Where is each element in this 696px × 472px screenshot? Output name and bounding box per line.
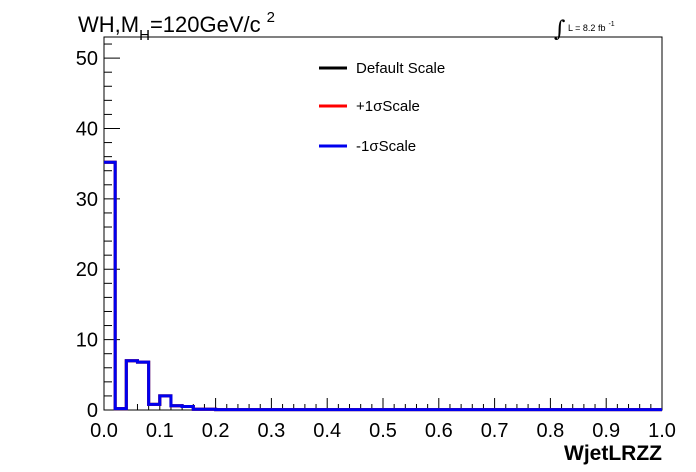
- x-tick-label: 0.6: [425, 420, 453, 442]
- y-tick-label: 40: [76, 118, 98, 140]
- x-tick-label: 0.8: [536, 420, 564, 442]
- x-axis-label: WjetLRZZ: [564, 442, 662, 465]
- legend-entry-0: Default Scale: [356, 60, 445, 77]
- x-tick-label: 0.5: [369, 420, 397, 442]
- lumi-label: L = 8.2 fb -1: [568, 21, 615, 33]
- title-superscript: 2: [267, 9, 275, 26]
- legend-entry-1: +1σScale: [356, 98, 420, 115]
- x-tick-label: 0.7: [481, 420, 509, 442]
- legend: Default Scale +1σScale -1σScale: [319, 60, 445, 155]
- plot-frame: [103, 36, 663, 411]
- legend-entry-2: -1σScale: [356, 138, 416, 155]
- x-tick-label: 0.0: [90, 420, 118, 442]
- y-tick-label: 50: [76, 48, 98, 70]
- title-prefix: WH,M: [78, 12, 139, 37]
- lumi-exponent: -1: [608, 21, 614, 28]
- x-tick-label: 0.1: [146, 420, 174, 442]
- title-rest: =120GeV/c: [150, 12, 261, 37]
- y-tick-label: 10: [76, 330, 98, 352]
- series-line-0: [104, 160, 662, 412]
- y-tick-label: 20: [76, 259, 98, 281]
- lumi-text: L = 8.2 fb: [568, 23, 605, 33]
- series-line-2: [104, 160, 662, 412]
- tick-labels: 0.0 0.1 0.2 0.3 0.4 0.5 0.6 0.7 0.8 0.9 1.0 0 10 20 30…: [76, 48, 676, 442]
- x-tick-label: 1.0: [648, 420, 676, 442]
- series-line-1: [104, 160, 662, 412]
- x-tick-label: 0.4: [313, 420, 341, 442]
- y-tick-label: 0: [87, 400, 98, 422]
- chart-title: WH,MH=120GeV/c 2: [78, 9, 275, 44]
- series-group: [104, 160, 662, 412]
- lumi-integral-symbol: ∫: [554, 17, 566, 42]
- title-subscript: H: [139, 27, 150, 44]
- x-tick-label: 0.9: [592, 420, 620, 442]
- x-tick-label: 0.3: [257, 420, 285, 442]
- y-tick-label: 30: [76, 189, 98, 211]
- x-tick-label: 0.2: [202, 420, 230, 442]
